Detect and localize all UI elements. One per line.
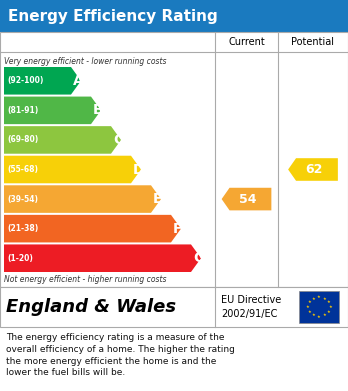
Polygon shape: [4, 126, 121, 154]
Text: (81-91): (81-91): [7, 106, 38, 115]
Text: (21-38): (21-38): [7, 224, 38, 233]
Text: E: E: [153, 192, 163, 206]
Text: ★: ★: [311, 297, 315, 301]
Text: ★: ★: [327, 300, 331, 304]
Bar: [299, 291, 339, 323]
Text: Potential: Potential: [292, 37, 334, 47]
Polygon shape: [4, 67, 81, 95]
Text: ★: ★: [311, 313, 315, 317]
Text: C: C: [113, 133, 123, 147]
Text: Current: Current: [228, 37, 265, 47]
Text: ★: ★: [327, 310, 331, 314]
Text: 2002/91/EC: 2002/91/EC: [221, 309, 277, 319]
Text: England & Wales: England & Wales: [6, 298, 176, 316]
Polygon shape: [4, 97, 101, 124]
Text: G: G: [193, 251, 204, 265]
Bar: [0, 0, 348, 32]
Text: ★: ★: [323, 313, 326, 317]
Text: Not energy efficient - higher running costs: Not energy efficient - higher running co…: [4, 274, 166, 283]
Text: ★: ★: [328, 305, 332, 309]
Text: ★: ★: [317, 295, 321, 300]
Text: (39-54): (39-54): [7, 195, 38, 204]
Text: F: F: [173, 222, 182, 236]
Bar: [0, 287, 348, 327]
Text: A: A: [73, 74, 84, 88]
Polygon shape: [4, 156, 141, 183]
Text: B: B: [93, 103, 104, 117]
Text: 54: 54: [239, 193, 256, 206]
Text: EU Directive: EU Directive: [221, 295, 281, 305]
Polygon shape: [4, 185, 161, 213]
Text: The energy efficiency rating is a measure of the
overall efficiency of a home. T: The energy efficiency rating is a measur…: [6, 333, 235, 377]
Text: ★: ★: [306, 305, 310, 309]
Polygon shape: [4, 244, 201, 272]
Text: 62: 62: [306, 163, 323, 176]
Text: ★: ★: [317, 315, 321, 319]
Text: (55-68): (55-68): [7, 165, 38, 174]
Text: (69-80): (69-80): [7, 135, 38, 144]
Text: (92-100): (92-100): [7, 76, 44, 85]
Text: ★: ★: [323, 297, 326, 301]
Polygon shape: [288, 158, 338, 181]
Text: (1-20): (1-20): [7, 254, 33, 263]
Text: ★: ★: [307, 300, 311, 304]
Text: ★: ★: [307, 310, 311, 314]
Text: Energy Efficiency Rating: Energy Efficiency Rating: [8, 9, 218, 23]
Polygon shape: [222, 188, 271, 210]
Bar: [0, 32, 348, 287]
Polygon shape: [4, 215, 181, 242]
Text: Very energy efficient - lower running costs: Very energy efficient - lower running co…: [4, 57, 166, 66]
Text: D: D: [133, 163, 144, 176]
